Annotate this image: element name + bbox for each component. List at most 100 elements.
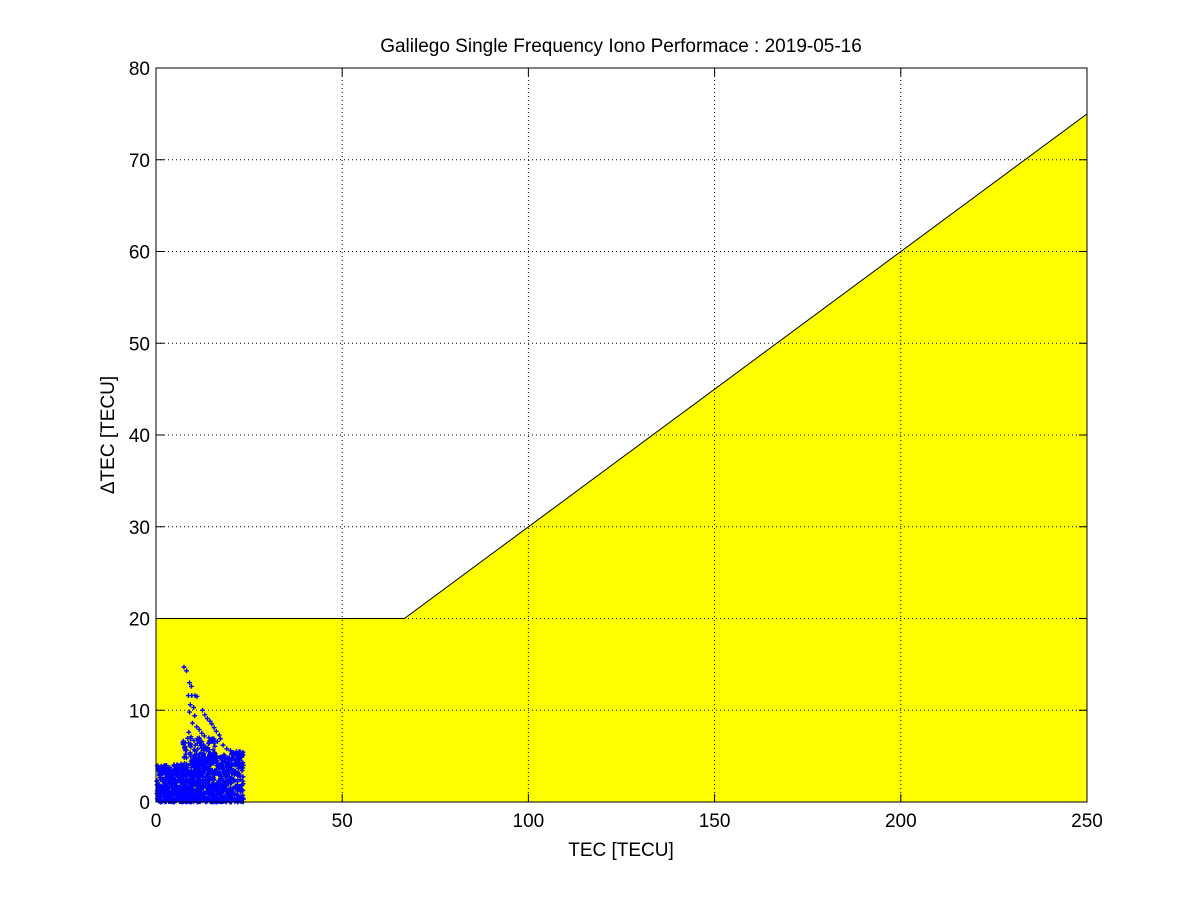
data-point (201, 762, 206, 768)
data-point (191, 705, 197, 710)
data-point (235, 777, 241, 783)
data-point (194, 796, 200, 802)
data-point (240, 774, 246, 780)
y-tick-label: 20 (129, 610, 150, 631)
data-point (206, 770, 212, 776)
data-point (180, 738, 186, 744)
data-point (208, 760, 214, 766)
data-point (211, 725, 217, 731)
data-point (157, 772, 163, 778)
data-point (219, 782, 225, 787)
data-point (212, 743, 218, 749)
data-point (192, 755, 198, 761)
data-point (240, 778, 246, 784)
data-point (208, 751, 214, 757)
data-point (162, 766, 168, 772)
data-point (236, 765, 241, 771)
data-point (234, 791, 240, 797)
data-point (236, 750, 242, 756)
data-point (237, 754, 243, 760)
data-point (175, 786, 181, 792)
y-tick-label: 70 (129, 151, 150, 172)
data-point (174, 783, 180, 788)
data-point (194, 724, 199, 730)
data-point (182, 769, 187, 775)
data-point (182, 798, 188, 804)
data-point (180, 781, 185, 786)
data-point (200, 707, 205, 713)
data-point (198, 750, 204, 755)
data-point (194, 787, 200, 793)
data-point (192, 779, 198, 785)
data-point (201, 791, 207, 797)
data-point (158, 769, 164, 775)
data-point (196, 768, 202, 774)
data-point (221, 754, 227, 760)
data-point (237, 762, 243, 768)
data-point (191, 773, 197, 779)
data-point (186, 729, 192, 735)
data-point (200, 785, 206, 791)
data-point (187, 709, 192, 715)
y-tick-label: 40 (129, 426, 150, 447)
data-point (217, 792, 223, 798)
data-point (169, 782, 175, 787)
data-point (187, 702, 193, 708)
data-point (207, 718, 213, 724)
x-tick-label: 50 (332, 811, 353, 832)
data-point (190, 796, 196, 801)
y-tick-label: 60 (129, 243, 150, 264)
data-point (187, 680, 192, 686)
data-point (192, 713, 198, 719)
data-point (208, 787, 214, 793)
x-axis-label: TEC [TECU] (568, 840, 674, 861)
data-point (196, 756, 201, 762)
data-point (229, 780, 234, 786)
y-tick-label: 30 (129, 518, 150, 539)
data-point (176, 765, 182, 771)
y-tick-label: 50 (129, 334, 150, 355)
data-point (199, 730, 205, 736)
scatter-points (154, 664, 246, 805)
data-point (228, 765, 233, 771)
data-point (196, 781, 202, 787)
data-point (188, 734, 194, 740)
data-point (214, 791, 220, 797)
data-point (222, 775, 228, 781)
data-point (162, 775, 168, 781)
data-point (191, 738, 197, 743)
data-point (188, 786, 194, 792)
data-point (177, 778, 183, 784)
data-point (184, 668, 189, 674)
data-point (201, 742, 207, 748)
data-point (194, 736, 200, 741)
data-point (229, 776, 235, 781)
data-point (218, 760, 224, 766)
data-point (170, 768, 176, 773)
data-point (183, 787, 189, 793)
data-point (217, 755, 223, 761)
data-point (223, 771, 229, 777)
data-point (229, 796, 235, 802)
data-point (220, 742, 226, 748)
data-point (207, 797, 212, 802)
data-point (239, 798, 245, 804)
x-tick-label: 100 (513, 811, 545, 832)
data-point (189, 757, 195, 763)
data-point (230, 767, 236, 773)
y-axis-tick-labels: 0 10 20 30 40 50 60 70 80 (129, 59, 150, 814)
data-point (205, 781, 211, 787)
data-point (231, 778, 237, 784)
data-point (191, 789, 197, 795)
data-point (194, 740, 200, 746)
data-point (202, 712, 208, 718)
data-point (182, 793, 188, 799)
data-point (215, 785, 221, 791)
data-point (213, 728, 219, 734)
data-point (237, 794, 243, 800)
data-point (202, 733, 207, 739)
data-point (218, 776, 223, 782)
data-point (188, 744, 194, 750)
data-point (209, 721, 215, 727)
data-point (205, 745, 211, 751)
